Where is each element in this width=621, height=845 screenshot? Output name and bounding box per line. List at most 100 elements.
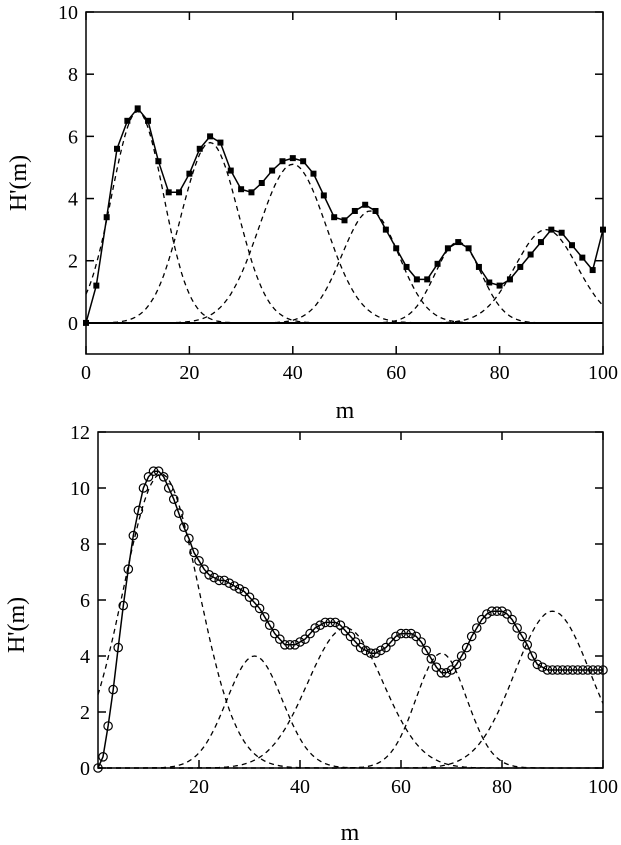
bottom-data-point — [249, 597, 260, 608]
bottom-data-point — [562, 665, 573, 675]
bottom-data-point — [118, 600, 129, 611]
bottom-data-point — [542, 665, 553, 675]
top-x-tick-label: 60 — [386, 362, 406, 384]
bottom-data-point — [446, 665, 457, 675]
top-data-point — [527, 251, 534, 258]
bottom-data-point — [350, 637, 361, 647]
bottom-data-point — [507, 614, 517, 625]
top-data-point — [475, 263, 482, 270]
bottom-data-point — [209, 572, 219, 583]
bottom-data-point — [492, 606, 502, 616]
top-x-ticks: 0 20 40 60 80 100 — [81, 12, 618, 384]
bottom-data-point — [416, 637, 426, 647]
top-data-point — [248, 189, 255, 196]
top-data-point — [517, 263, 524, 270]
bottom-data-point — [290, 639, 300, 650]
bottom-data-point — [466, 631, 477, 642]
bottom-data-point — [168, 494, 179, 504]
top-component-curve — [86, 163, 603, 324]
top-data-point — [238, 186, 245, 193]
top-data-point — [548, 226, 555, 233]
bottom-data-point — [527, 651, 538, 661]
bottom-data-point — [224, 578, 235, 588]
bottom-data-point — [340, 625, 351, 636]
bottom-x-ticks: 20 40 60 80 100 — [189, 432, 618, 798]
top-data-point — [465, 245, 472, 252]
bottom-data-point — [103, 721, 113, 731]
top-components — [85, 110, 604, 324]
bottom-data-point — [320, 617, 331, 628]
top-x-tick-label: 80 — [490, 362, 510, 384]
bottom-plot-frame — [97, 431, 604, 769]
bottom-data-point — [360, 645, 371, 656]
bottom-data-point — [461, 642, 472, 653]
top-data-point — [207, 133, 214, 140]
bottom-data-point — [138, 483, 149, 493]
bottom-data-point — [567, 665, 578, 675]
top-data-point — [496, 282, 503, 289]
bottom-data-point — [310, 623, 320, 633]
top-data-point — [258, 180, 265, 186]
bottom-data-point — [108, 684, 118, 695]
bottom-data-point — [355, 642, 366, 653]
bottom-data-point — [325, 617, 336, 628]
bottom-data-point — [512, 623, 522, 633]
top-x-tick-label: 20 — [179, 362, 199, 384]
bottom-data-point — [441, 667, 452, 678]
bottom-data-point — [381, 642, 391, 653]
bottom-data-point — [487, 606, 497, 616]
bottom-data-point — [330, 617, 341, 628]
bottom-data-point — [163, 483, 174, 493]
top-data-point — [279, 158, 286, 165]
bottom-data-point — [401, 628, 411, 639]
top-data-point — [393, 245, 400, 252]
bottom-data-point — [239, 586, 250, 597]
top-data-point — [486, 279, 493, 286]
bottom-x-tick-label: 40 — [290, 776, 310, 798]
bottom-data-point — [305, 628, 315, 639]
top-data-point — [217, 139, 224, 146]
bottom-data-point — [158, 471, 169, 482]
bottom-data-point — [335, 620, 346, 630]
top-data-point — [424, 276, 431, 283]
top-component-curve — [85, 110, 603, 324]
bottom-data-point — [396, 628, 406, 639]
top-data-point — [176, 189, 183, 196]
bottom-component-curve — [98, 610, 604, 769]
top-data-point — [227, 167, 234, 174]
top-data-point — [455, 239, 462, 246]
bottom-data-point — [522, 639, 533, 650]
top-y-tick-label: 8 — [68, 64, 78, 86]
bottom-data-point — [254, 603, 265, 614]
bottom-data-point — [583, 665, 593, 675]
bottom-data-point — [391, 631, 401, 642]
bottom-data-point — [98, 751, 108, 762]
top-data-point — [145, 117, 152, 124]
bottom-y-tick-label: 4 — [80, 646, 90, 668]
bottom-data-point — [431, 662, 442, 672]
bottom-data-point — [593, 665, 603, 675]
bottom-data-point — [598, 665, 608, 675]
bottom-data-point — [315, 620, 325, 630]
top-data-point — [124, 117, 131, 124]
bottom-data-point — [295, 637, 305, 647]
bottom-y-tick-label: 6 — [80, 590, 90, 612]
bottom-y-tick-label: 0 — [80, 758, 90, 780]
top-data-point — [537, 239, 544, 246]
top-data-point — [579, 254, 586, 261]
bottom-x-tick-label: 60 — [391, 776, 411, 798]
bottom-component-curve — [98, 655, 603, 769]
bottom-data-point — [411, 631, 421, 642]
top-y-tick-label: 0 — [68, 313, 78, 335]
bottom-data-point — [572, 665, 583, 675]
top-y-tick-label: 2 — [68, 251, 78, 273]
bottom-data-point — [375, 645, 386, 656]
top-x-tick-label: 40 — [283, 362, 303, 384]
top-total-line — [85, 107, 604, 324]
bottom-data-point — [128, 530, 139, 541]
top-data-point — [103, 214, 110, 221]
bottom-data-point — [557, 665, 568, 675]
top-data-point — [444, 245, 451, 252]
top-data-point — [558, 229, 565, 236]
